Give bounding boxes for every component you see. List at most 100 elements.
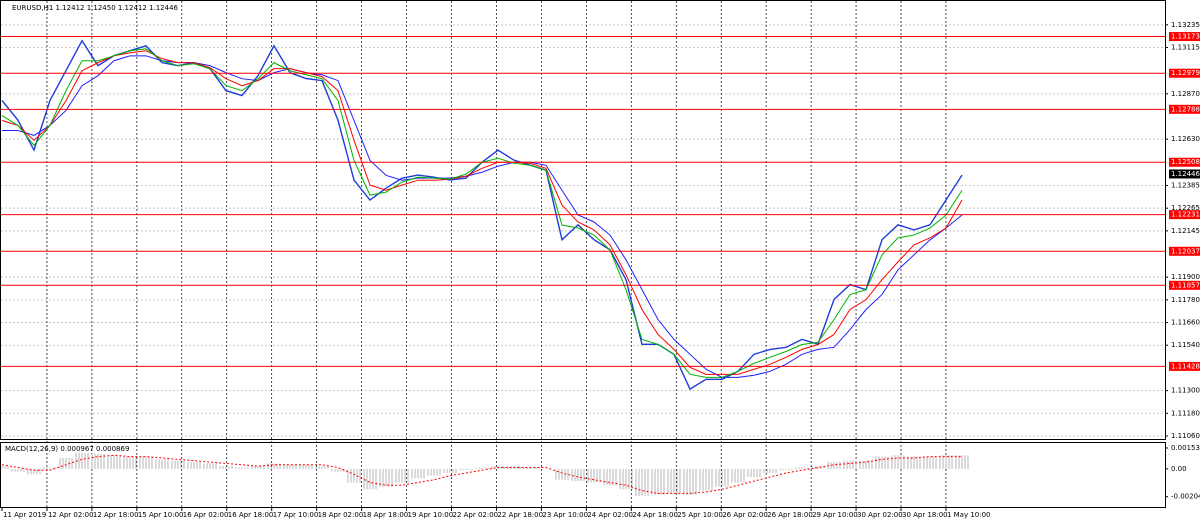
macd-bar xyxy=(935,456,937,469)
macd-bar xyxy=(798,467,800,469)
macd-bar xyxy=(276,463,278,469)
macd-bar xyxy=(811,466,813,469)
macd-bar xyxy=(561,468,563,480)
macd-bar xyxy=(852,460,854,469)
x-tick-label: 16 Apr 02:00 xyxy=(183,511,229,519)
macd-bar xyxy=(951,455,953,469)
macd-bar xyxy=(817,466,819,469)
macd-bar xyxy=(948,455,950,469)
macd-bar xyxy=(81,452,83,469)
macd-bar xyxy=(299,464,301,469)
macd-bar xyxy=(347,468,349,483)
macd-bar xyxy=(731,468,733,483)
macd-bar xyxy=(772,468,774,473)
level-label: 1.12788 xyxy=(1171,105,1200,113)
macd-bar xyxy=(657,468,659,495)
macd-bar xyxy=(254,466,256,469)
series-line xyxy=(1,50,963,375)
macd-bar xyxy=(695,468,697,495)
macd-bar xyxy=(363,468,365,490)
macd-bar xyxy=(334,468,336,472)
x-tick-label: 18 Apr 02:00 xyxy=(318,511,364,519)
macd-bar xyxy=(855,460,857,469)
macd-bar xyxy=(692,468,694,495)
macd-bar xyxy=(779,468,781,471)
macd-bar xyxy=(238,467,240,469)
level-label: 1.12508 xyxy=(1171,158,1200,166)
macd-bar xyxy=(753,468,755,478)
macd-bar xyxy=(107,455,109,469)
macd-bar xyxy=(388,468,390,487)
macd-bar xyxy=(801,467,803,469)
macd-bar xyxy=(900,455,902,469)
macd-bar xyxy=(481,467,483,469)
macd-bar xyxy=(417,468,419,479)
macd-bar xyxy=(945,455,947,469)
macd-bar xyxy=(420,468,422,479)
macd-bar xyxy=(593,468,595,483)
macd-bar xyxy=(830,462,832,469)
macd-bar xyxy=(795,467,797,469)
macd-bar xyxy=(222,466,224,469)
macd-bar xyxy=(939,455,941,469)
macd-bar xyxy=(324,466,326,469)
macd-bar xyxy=(724,468,726,487)
macd-bar xyxy=(379,468,381,487)
macd-bar xyxy=(372,468,374,490)
macd-bar xyxy=(625,468,627,490)
y-tick-label: 1.13115 xyxy=(1171,44,1200,52)
macd-bar xyxy=(414,468,416,479)
macd-bar xyxy=(535,467,537,469)
macd-bar xyxy=(17,468,19,472)
x-tick-label: 26 Apr 18:00 xyxy=(767,511,813,519)
macd-bar xyxy=(907,456,909,469)
macd-bar xyxy=(699,468,701,491)
macd-bar xyxy=(308,464,310,469)
macd-bar xyxy=(555,468,557,480)
macd-bar xyxy=(270,463,272,469)
macd-bar xyxy=(833,462,835,469)
macd-bar xyxy=(734,468,736,483)
macd-bar xyxy=(139,456,141,469)
macd-bar xyxy=(427,468,429,476)
x-tick-label: 25 Apr 10:00 xyxy=(677,511,723,519)
macd-bar xyxy=(897,455,899,469)
level-label-box xyxy=(1169,280,1200,290)
macd-bar xyxy=(929,456,931,469)
macd-bar xyxy=(516,466,518,469)
macd-bar xyxy=(23,468,25,472)
macd-bar xyxy=(807,467,809,469)
macd-bar xyxy=(916,456,918,469)
chart-title: EURUSD,H1 1.12412 1.12450 1.12412 1.1244… xyxy=(12,4,179,12)
macd-bar xyxy=(267,463,269,469)
macd-bar xyxy=(839,462,841,469)
macd-bar xyxy=(814,466,816,469)
macd-bar xyxy=(286,464,288,469)
macd-bar xyxy=(903,455,905,469)
macd-bar xyxy=(823,466,825,469)
macd-bar xyxy=(87,452,89,469)
macd-bar xyxy=(231,466,233,469)
macd-bar xyxy=(174,460,176,469)
macd-bar xyxy=(305,464,307,469)
macd-bar xyxy=(465,468,467,471)
macd-bar xyxy=(846,460,848,469)
x-tick-label: 12 Apr 02:00 xyxy=(48,511,94,519)
macd-bar xyxy=(459,468,461,471)
macd-bar xyxy=(78,452,80,469)
macd-bar xyxy=(484,467,486,469)
macd-bar xyxy=(407,468,409,483)
macd-bar xyxy=(311,464,313,469)
macd-bar xyxy=(663,468,665,495)
macd-bar xyxy=(113,455,115,469)
macd-bar xyxy=(289,464,291,469)
macd-bar xyxy=(596,468,598,483)
macd-bar xyxy=(251,466,253,469)
macd-bar xyxy=(711,468,713,491)
macd-bar xyxy=(94,453,96,469)
macd-bar xyxy=(775,468,777,473)
macd-bar xyxy=(519,466,521,469)
macd-bar xyxy=(603,468,605,486)
macd-bar xyxy=(702,468,704,491)
